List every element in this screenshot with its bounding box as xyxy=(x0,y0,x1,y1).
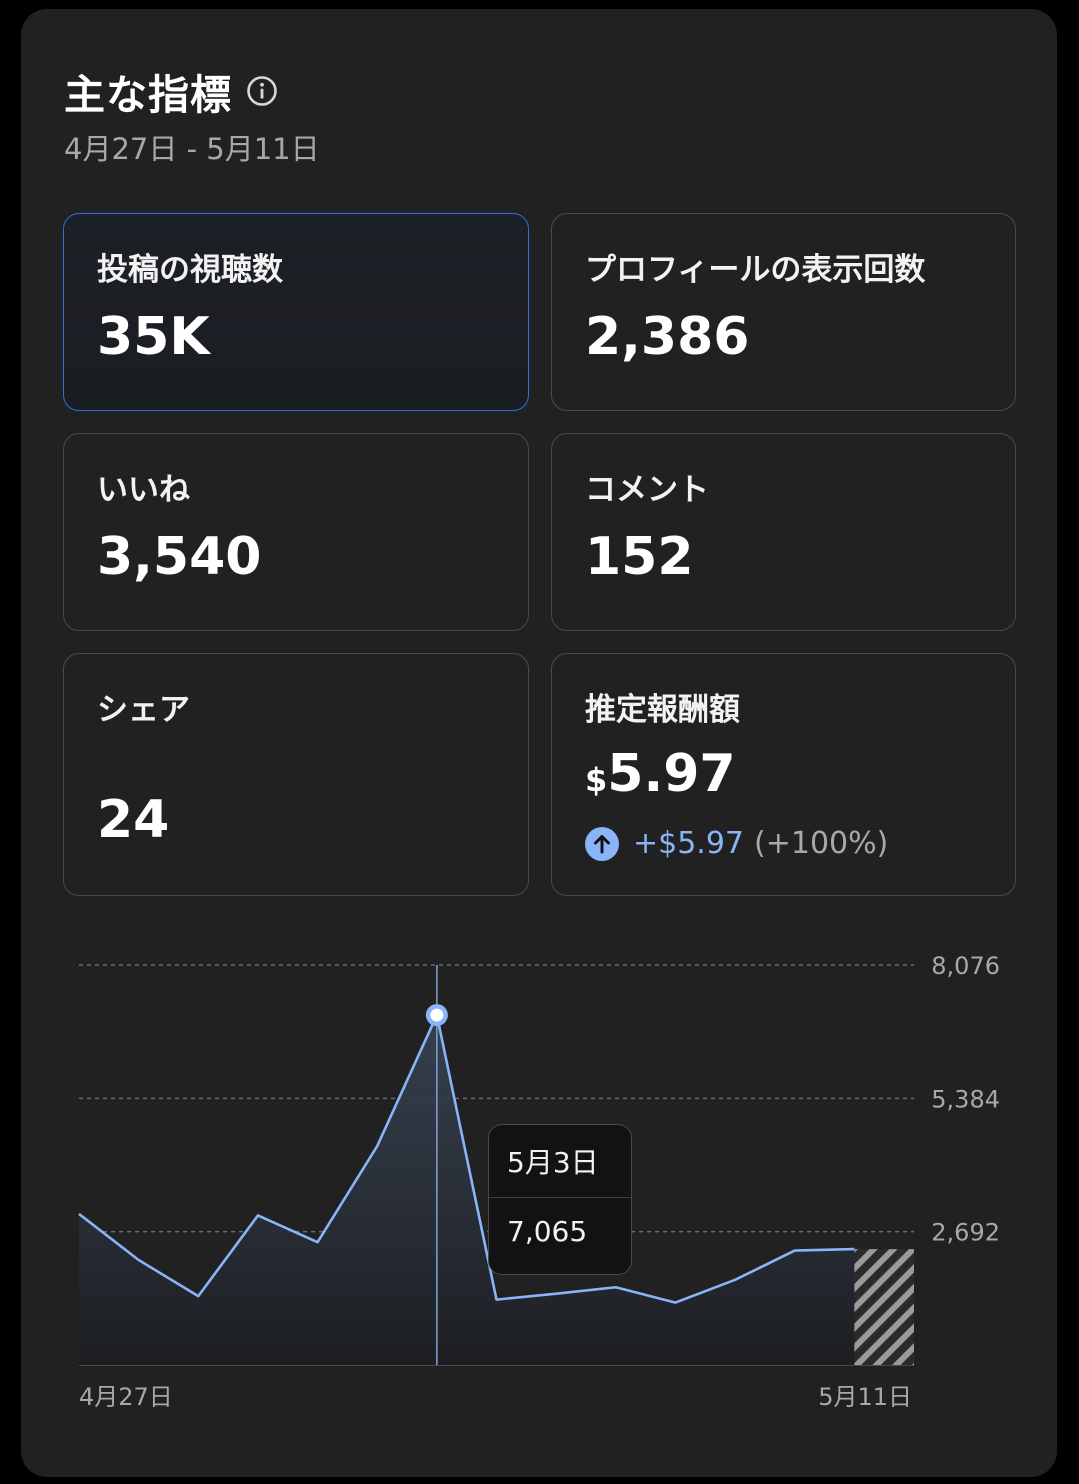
views-area xyxy=(79,1015,855,1365)
metric-label: コメント xyxy=(585,472,709,508)
data-point xyxy=(554,1292,558,1296)
x-tick-label: 5月11日 xyxy=(818,1383,912,1411)
y-tick-label: 8,076 xyxy=(931,952,1000,980)
incomplete-period-hatch xyxy=(854,1249,914,1365)
x-tick-label: 4月27日 xyxy=(79,1383,173,1411)
tooltip-date: 5月3日 xyxy=(507,1146,599,1179)
metric-value: 35K xyxy=(97,307,210,367)
data-point xyxy=(673,1301,677,1305)
change-amount: +$5.97 xyxy=(633,826,745,861)
change-percent: (+100%) xyxy=(754,826,889,861)
data-point xyxy=(256,1213,260,1217)
date-range: 4月27日 - 5月11日 xyxy=(64,132,320,166)
metric-card-estimated-earnings[interactable]: 推定報酬額 $5.97 +$5.97 (+100%) xyxy=(551,653,1016,896)
metric-value: 3,540 xyxy=(97,527,262,587)
data-point xyxy=(77,1212,81,1216)
metric-value: 24 xyxy=(97,790,170,850)
metric-label: シェア xyxy=(97,692,190,728)
data-point xyxy=(614,1285,618,1289)
data-point xyxy=(733,1278,737,1282)
metric-label: プロフィールの表示回数 xyxy=(585,252,926,288)
metric-label: 推定報酬額 xyxy=(585,692,740,728)
metric-label: いいね xyxy=(97,472,190,508)
data-point xyxy=(137,1258,141,1262)
data-point xyxy=(196,1294,200,1298)
arrow-up-circle-icon xyxy=(585,826,619,861)
data-point xyxy=(793,1249,797,1253)
metric-value: 2,386 xyxy=(585,307,750,367)
header: 主な指標 xyxy=(64,62,278,120)
chart-tooltip: 5月3日 7,065 xyxy=(488,1124,632,1275)
earnings-amount: 5.97 xyxy=(607,744,736,804)
tooltip-value: 7,065 xyxy=(507,1215,588,1248)
y-tick-label: 5,384 xyxy=(931,1085,1000,1113)
metric-card-likes[interactable]: いいね 3,540 xyxy=(63,433,529,631)
data-point xyxy=(316,1240,320,1244)
metric-card-shares[interactable]: シェア 24 xyxy=(63,653,529,896)
metric-card-comments[interactable]: コメント 152 xyxy=(551,433,1016,631)
data-point xyxy=(375,1144,379,1148)
metric-label: 投稿の視聴数 xyxy=(97,252,283,288)
metric-card-post-views[interactable]: 投稿の視聴数 35K xyxy=(63,213,529,411)
currency-symbol: $ xyxy=(585,761,608,799)
earnings-value: $5.97 xyxy=(585,744,736,804)
data-point xyxy=(852,1247,856,1251)
highlighted-data-point-core xyxy=(430,1008,444,1022)
y-tick-label: 2,692 xyxy=(931,1219,1000,1247)
earnings-change: +$5.97 (+100%) xyxy=(585,826,888,861)
views-series-line xyxy=(78,1013,855,1304)
info-icon[interactable] xyxy=(246,75,278,107)
page-title: 主な指標 xyxy=(64,71,232,119)
data-point xyxy=(495,1298,499,1302)
metric-card-profile-views[interactable]: プロフィールの表示回数 2,386 xyxy=(551,213,1016,411)
metric-value: 152 xyxy=(585,527,694,587)
tooltip-divider xyxy=(489,1197,631,1198)
